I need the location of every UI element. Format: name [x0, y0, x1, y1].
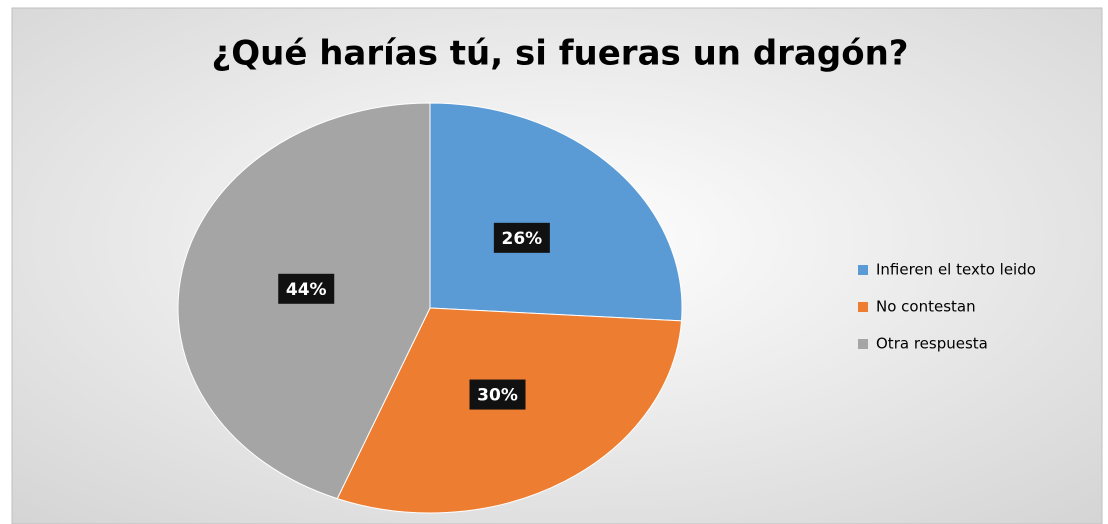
legend-label: Otra respuesta: [876, 335, 988, 353]
legend-swatch: [858, 339, 868, 349]
legend-swatch: [858, 302, 868, 312]
legend-label: No contestan: [876, 298, 976, 316]
pie-slice: [336, 307, 683, 514]
data-label-box: [493, 222, 550, 253]
data-label: 26%: [501, 229, 542, 249]
data-label-box: [278, 273, 335, 304]
legend-swatch: [858, 265, 868, 275]
data-label: 44%: [286, 280, 327, 300]
data-label-box: [469, 379, 526, 410]
data-label: 30%: [477, 386, 518, 406]
legend-label: Infieren el texto leido: [876, 261, 1036, 279]
pie-slice: [429, 102, 683, 322]
chart-title: ¿Qué harías tú, si fueras un dragón?: [211, 34, 908, 74]
